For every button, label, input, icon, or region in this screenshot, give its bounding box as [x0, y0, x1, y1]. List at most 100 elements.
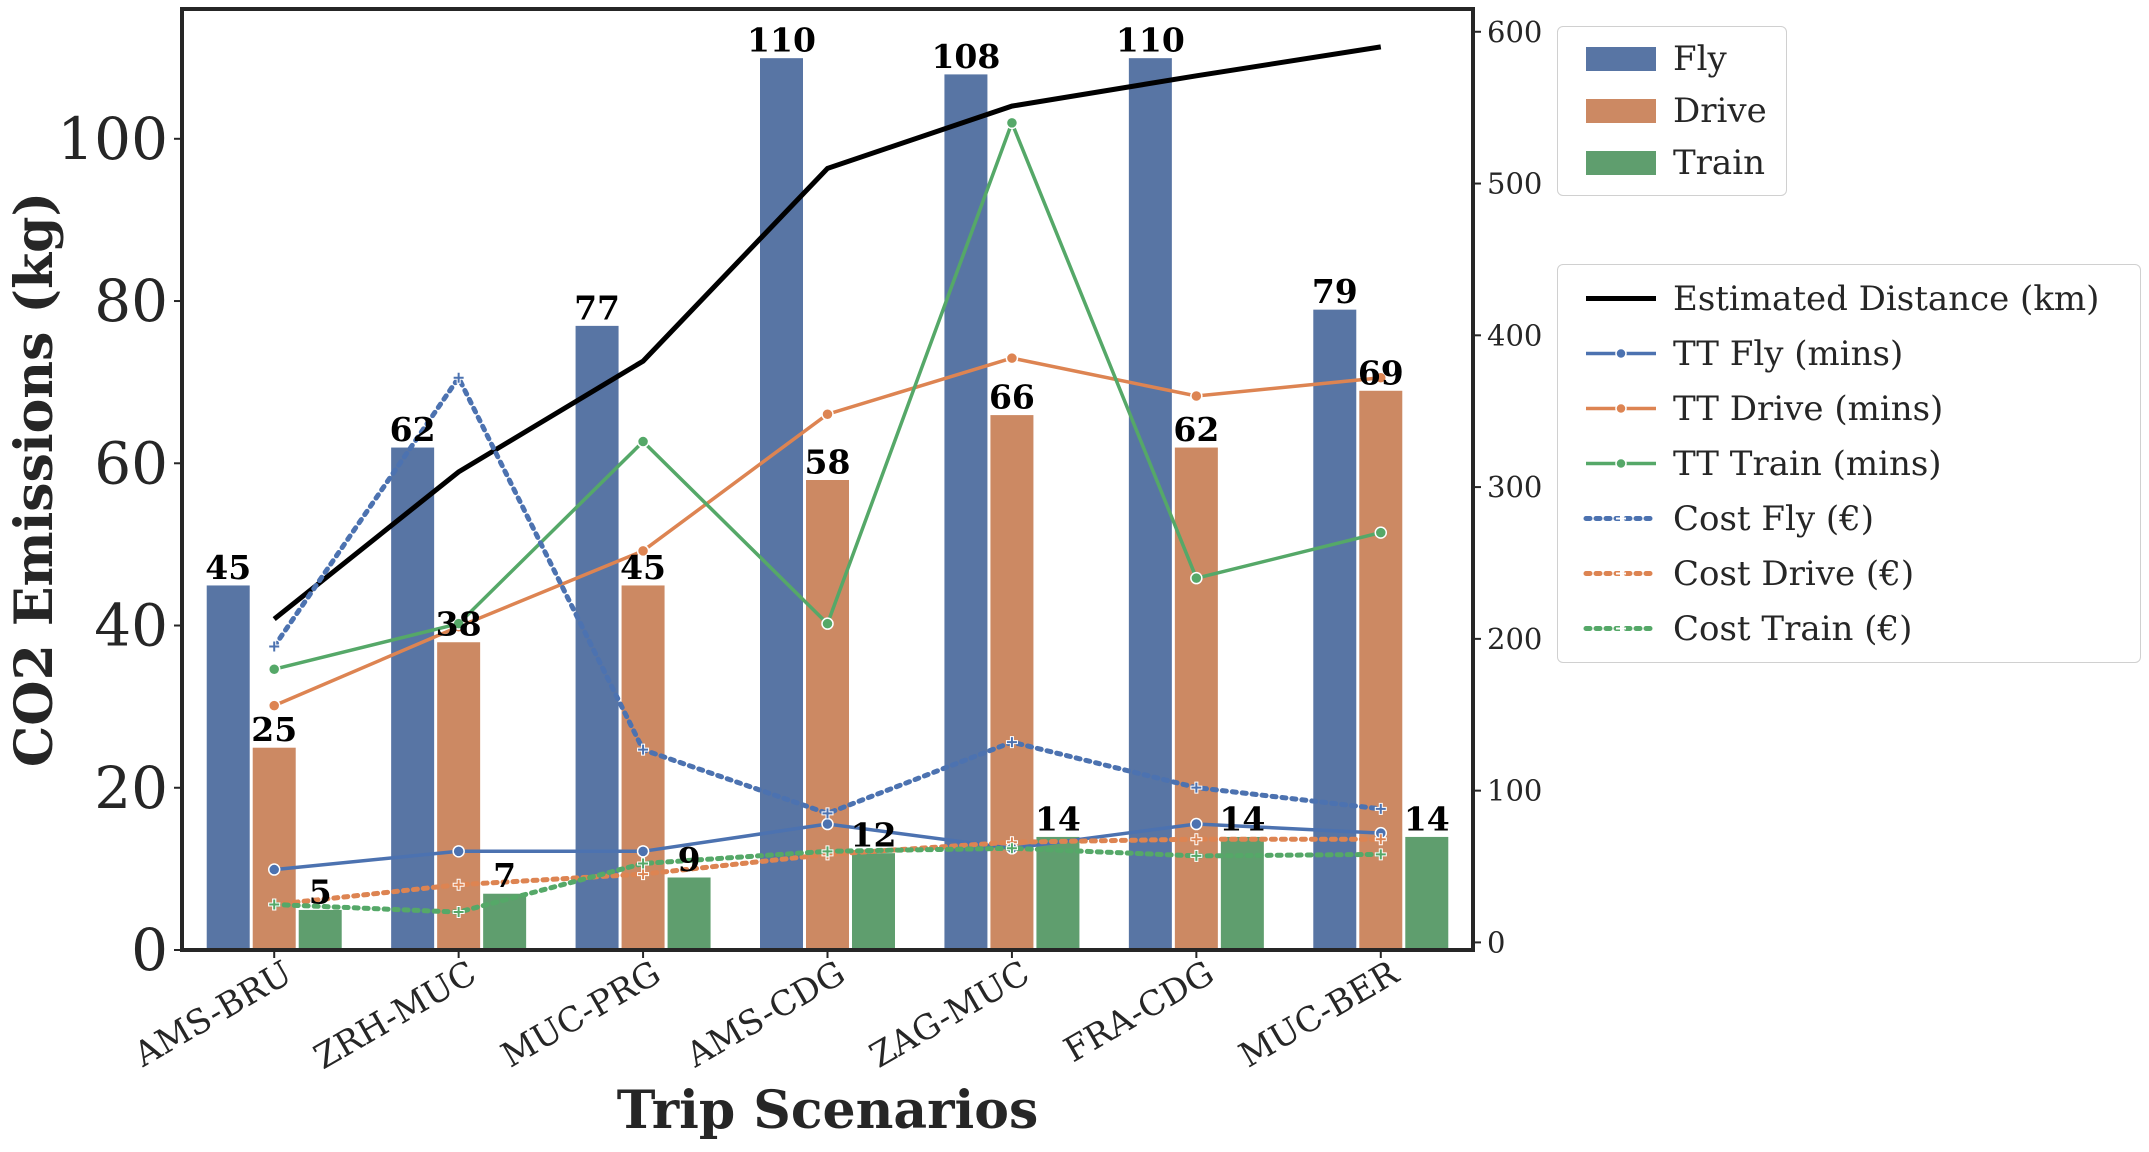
bar-value-label: 58: [805, 443, 851, 482]
bar-train-muc-prg: [666, 876, 712, 951]
legend-swatch-marker: [1616, 623, 1626, 634]
legend-swatch: [1583, 513, 1658, 524]
plus-fg: [822, 846, 833, 857]
bar-value-label: 62: [390, 410, 436, 449]
x-tick-label: FRA-CDG: [1057, 953, 1220, 1070]
bar-train-zag-muc: [1035, 835, 1081, 951]
bar-train-ams-cdg: [851, 852, 896, 951]
plus-fg: [453, 372, 464, 383]
legend-label: Cost Drive (€): [1673, 553, 1915, 594]
x-tick-label: AMS-CDG: [679, 953, 852, 1076]
legend-swatch: [1583, 568, 1658, 579]
point-5-2: [637, 868, 650, 881]
legend-swatch: [1586, 347, 1656, 360]
line-series-0: [272, 44, 1382, 622]
point-2-0: [267, 699, 281, 712]
plus-fg: [453, 879, 464, 890]
y-tick-label: 0: [131, 916, 168, 984]
y-tick-label: 20: [94, 754, 168, 822]
x-tick-label: ZAG-MUC: [863, 953, 1036, 1076]
legend-item: Cost Drive (€): [1558, 546, 2140, 601]
legend-label: TT Train (mins): [1673, 443, 1942, 484]
point-1-5: [1190, 817, 1203, 831]
plus-fg: [1375, 849, 1386, 860]
legend-label: Estimated Distance (km): [1673, 278, 2100, 319]
bar-value-label: 79: [1312, 272, 1358, 311]
x-tick-label: MUC-BER: [1233, 952, 1407, 1076]
bar-fly-ams-cdg: [759, 57, 804, 951]
plus-fg: [638, 869, 649, 880]
plus-fg: [453, 907, 464, 918]
legend-label: Cost Train (€): [1673, 608, 1913, 649]
legend-bars: Fly Drive Train: [1557, 26, 1787, 196]
point-4-4: [1005, 736, 1018, 749]
point-2-2: [636, 544, 650, 558]
point-3-2: [636, 435, 650, 448]
bar-value-label: 62: [1173, 410, 1219, 449]
point-1-2: [636, 845, 650, 858]
y-axis-right: 0 100 200 300 400 500 600: [1473, 15, 1542, 959]
point-3-1: [452, 617, 465, 630]
point-3-6: [1374, 526, 1388, 539]
legend-swatch-marker: [1616, 568, 1626, 579]
x-axis-title: Trip Scenarios: [617, 1080, 1038, 1141]
bar-value-label: 14: [1404, 799, 1450, 838]
y2-tick-label: 500: [1487, 167, 1542, 201]
plus-fg: [1191, 782, 1202, 793]
point-2-6: [1374, 371, 1388, 385]
bar-value-label: 110: [747, 21, 816, 60]
point-4-6: [1374, 802, 1387, 815]
point-6-4: [1005, 842, 1018, 855]
y2-tick-label: 200: [1487, 622, 1542, 656]
y-axis-left: 0 20 40 60 80 100: [57, 105, 182, 984]
legend-swatch: [1586, 457, 1656, 470]
point-6-6: [1374, 848, 1387, 861]
bar-fly-muc-prg: [574, 324, 620, 951]
legend-label: Train: [1673, 143, 1765, 183]
bar-value-label: 12: [851, 816, 897, 855]
legend-label: Fly: [1673, 39, 1727, 79]
plus-fg: [638, 744, 649, 755]
y2-tick-label: 300: [1487, 470, 1542, 504]
legend-label: Cost Fly (€): [1673, 498, 1875, 539]
legend-swatch-marker: [1615, 402, 1627, 415]
y2-tick-label: 100: [1487, 774, 1542, 808]
x-axis: AMS-BRU ZRH-MUC MUC-PRG AMS-CDG ZAG-MUC FRA-C…: [127, 950, 1407, 1078]
bar-drive-ams-cdg: [805, 479, 850, 951]
plus-fg: [822, 808, 833, 819]
legend-label: TT Fly (mins): [1673, 333, 1904, 374]
y-tick-label: 60: [94, 429, 168, 497]
point-6-0: [268, 898, 281, 911]
legend-swatch: [1586, 296, 1656, 301]
legend-swatch-bar: [1586, 151, 1656, 175]
bar-fly-zag-muc: [943, 73, 989, 951]
bar-value-label: 45: [620, 548, 666, 587]
plus-fg: [1375, 803, 1386, 814]
point-1-1: [452, 845, 465, 858]
bar-value-label: 45: [205, 548, 251, 587]
point-3-0: [267, 662, 281, 676]
point-6-3: [821, 845, 834, 858]
point-4-1: [452, 371, 465, 384]
legend-item: Fly: [1558, 33, 1786, 85]
x-tick-label: MUC-PRG: [495, 953, 668, 1076]
plus-fg: [269, 641, 280, 652]
plus-fg: [638, 858, 649, 869]
bar-drive-ams-bru: [251, 746, 297, 951]
legend-item: TT Drive (mins): [1558, 381, 2140, 436]
bar-value-label: 108: [931, 37, 1000, 76]
bar-value-label: 9: [678, 840, 701, 879]
legend-swatch-bar: [1586, 99, 1656, 123]
y2-tick-label: 0: [1487, 925, 1505, 959]
lines-group: [267, 44, 1388, 919]
legend-item: TT Fly (mins): [1558, 326, 2140, 381]
point-2-5: [1190, 389, 1203, 403]
point-4-5: [1190, 781, 1203, 794]
legend-item: TT Train (mins): [1558, 436, 2140, 491]
legend-swatch-marker: [1615, 347, 1627, 360]
point-6-5: [1190, 849, 1203, 862]
bar-value-label: 14: [1219, 799, 1265, 838]
point-3-4: [1005, 116, 1019, 130]
